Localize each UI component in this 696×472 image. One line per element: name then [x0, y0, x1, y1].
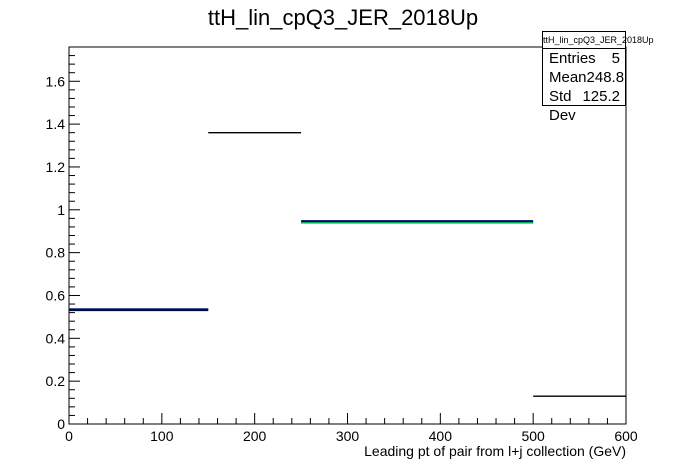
stats-value: 125.2: [582, 88, 620, 105]
y-tick-label: 0.2: [46, 373, 66, 389]
stats-label: Mean: [549, 69, 587, 86]
stats-label: Entries: [549, 50, 596, 67]
y-tick-label: 0.8: [46, 245, 66, 261]
stats-row-mean: Mean 248.8: [543, 68, 625, 87]
chart-title: ttH_lin_cpQ3_JER_2018Up: [208, 5, 478, 30]
y-tick-label: 1.2: [46, 159, 66, 175]
stats-title: ttH_lin_cpQ3_JER_2018Up: [543, 32, 654, 49]
x-tick-label: 300: [336, 428, 360, 444]
stats-value: 5: [611, 50, 620, 67]
y-axis: 0 0.2 0.4 0.6 0.8 1 1.2 1.4 1.6: [46, 46, 80, 432]
y-tick-label: 1: [57, 202, 65, 218]
y-tick-label: 1.4: [46, 116, 66, 132]
x-tick-label: 200: [243, 428, 267, 444]
stats-value: 248.8: [586, 69, 625, 86]
x-tick-label: 0: [65, 428, 73, 444]
x-tick-label: 500: [521, 428, 545, 444]
y-tick-label: 0: [57, 416, 65, 432]
x-tick-label: 100: [150, 428, 174, 444]
x-axis-label: Leading pt of pair from l+j collection (…: [364, 443, 626, 459]
x-axis: 0 100 200 300 400 500 600: [65, 413, 638, 444]
x-tick-label: 400: [429, 428, 453, 444]
y-tick-label: 0.4: [46, 330, 66, 346]
y-tick-label: 1.6: [46, 73, 66, 89]
histogram-series: [69, 131, 626, 397]
stats-row-stddev: Std Dev 125.2: [543, 87, 625, 124]
stats-row-entries: Entries 5: [543, 49, 625, 68]
stats-box: ttH_lin_cpQ3_JER_2018Up Entries 5 Mean 2…: [542, 31, 654, 124]
y-tick-label: 0.6: [46, 287, 66, 303]
x-tick-label: 600: [614, 428, 638, 444]
stats-label: Std Dev: [549, 88, 576, 124]
